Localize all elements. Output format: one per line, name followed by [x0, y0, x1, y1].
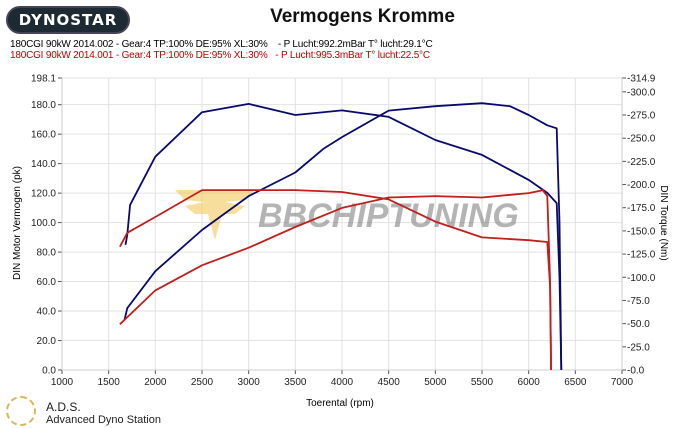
y-tick-label: 80.0 — [37, 248, 57, 259]
y-tick-label: 180.0 — [31, 100, 56, 111]
y2-tick-label: -25.0 — [627, 342, 650, 353]
y-tick-label: 120.0 — [31, 189, 56, 200]
series-line-001-torque — [119, 189, 552, 371]
x-tick-label: 1500 — [98, 377, 121, 388]
x-tick-label: 4500 — [378, 377, 401, 388]
y2-tick-label: -314.9 — [627, 74, 656, 85]
ads-subtitle: Advanced Dyno Station — [46, 414, 161, 426]
ads-name: A.D.S. — [46, 400, 81, 414]
y2-tick-label: -100.0 — [627, 273, 656, 284]
x-tick-label: 2000 — [144, 377, 167, 388]
series — [119, 102, 563, 371]
y2-tick-label: -300.0 — [627, 87, 656, 98]
y-axis-label: DIN Motor Vermogen (pk) — [12, 166, 23, 280]
x-tick-label: 5500 — [471, 377, 494, 388]
y2-tick-label: -150.0 — [627, 226, 656, 237]
watermark-text: BBCHIPTUNING — [258, 197, 519, 235]
y2-tick-label: -125.0 — [627, 250, 656, 261]
y-tick-label: 100.0 — [31, 218, 56, 229]
legend-run-002: 180CGI 90kW 2014.002 - Gear:4 TP:100% DE… — [10, 39, 433, 50]
y-tick-label: 0.0 — [42, 366, 56, 377]
watermark-eagle-icon — [175, 190, 255, 240]
x-tick-label: 3500 — [284, 377, 307, 388]
y2-tick-label: -50.0 — [627, 319, 650, 330]
dynostar-logo: DYNOSTAR — [6, 6, 130, 34]
y-tick-label: 160.0 — [31, 130, 56, 141]
x-tick-label: 5000 — [424, 377, 447, 388]
x-axis-label: Toerental (rpm) — [306, 398, 374, 409]
y-tick-label: 40.0 — [37, 307, 57, 318]
chart-title: Vermogens Kromme — [270, 6, 455, 27]
x-tick-label: 3000 — [238, 377, 261, 388]
series-line-002-power — [123, 102, 563, 371]
y-tick-label: 198.1 — [31, 74, 56, 85]
ads-logo-icon — [6, 396, 36, 426]
y2-tick-label: -0.0 — [627, 366, 645, 377]
y-tick-label: 140.0 — [31, 159, 56, 170]
x-tick-label: 6500 — [564, 377, 587, 388]
x-tick-label: 7000 — [611, 377, 634, 388]
y2-tick-label: -250.0 — [627, 134, 656, 145]
y2-axis-label: DIN Torque (Nm) — [658, 185, 669, 260]
y2-tick-label: -200.0 — [627, 180, 656, 191]
series-line-002-torque — [124, 103, 563, 371]
y-tick-label: 60.0 — [37, 277, 57, 288]
y2-tick-label: -75.0 — [627, 296, 650, 307]
x-tick-label: 6000 — [518, 377, 541, 388]
x-tick-label: 2500 — [191, 377, 214, 388]
y2-tick-label: -225.0 — [627, 157, 656, 168]
axes: 1000 1500 2000 2500 3000 3500 4000 4500 5000 5500… — [31, 74, 656, 389]
watermark: BBCHIPTUNING — [175, 190, 519, 240]
y2-tick-label: -275.0 — [627, 110, 656, 121]
series-line-001-power — [119, 189, 552, 371]
y2-tick-label: -175.0 — [627, 203, 656, 214]
legend-run-001: 180CGI 90kW 2014.001 - Gear:4 TP:100% DE… — [10, 50, 430, 61]
y-tick-label: 20.0 — [37, 336, 57, 347]
x-tick-label: 4000 — [331, 377, 354, 388]
x-tick-label: 1000 — [51, 377, 74, 388]
